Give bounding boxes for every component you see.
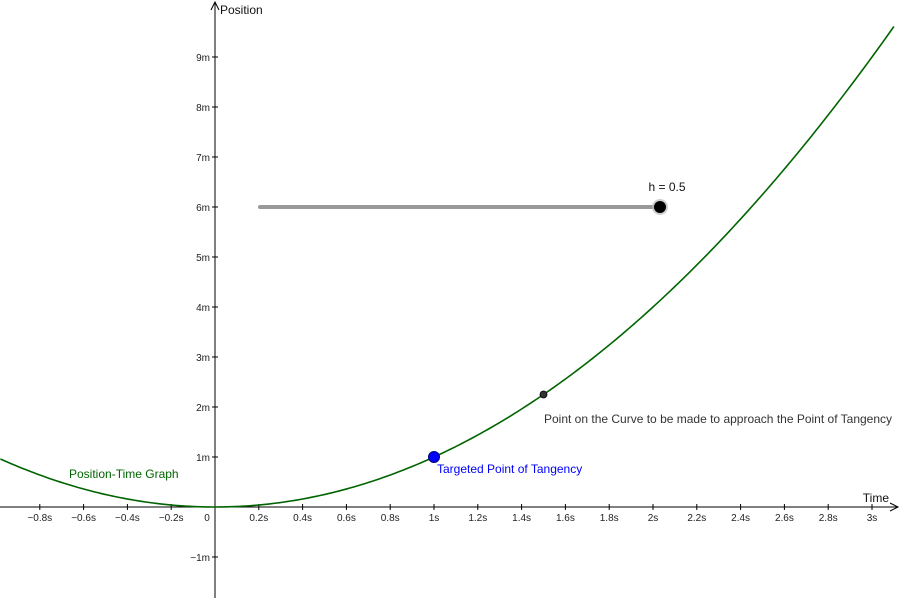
y-tick-label: 1m xyxy=(196,453,210,464)
x-tick-label: −0.8s xyxy=(27,513,52,524)
h-slider-handle[interactable] xyxy=(654,201,666,213)
x-tick-label: 1s xyxy=(429,513,440,524)
x-tick-label: −0.2s xyxy=(159,513,184,524)
y-tick-label: 9m xyxy=(196,53,210,64)
x-tick-label: 1.4s xyxy=(512,513,531,524)
x-tick-label: 0.2s xyxy=(249,513,268,524)
x-axis-title: Time xyxy=(863,491,890,505)
approaching-point[interactable] xyxy=(539,390,548,399)
x-tick-label: 0.6s xyxy=(337,513,356,524)
x-tick-label: −0.6s xyxy=(71,513,96,524)
x-tick-label: 2.4s xyxy=(731,513,750,524)
x-tick-label: 3s xyxy=(867,513,878,524)
x-tick-label: 1.8s xyxy=(600,513,619,524)
y-tick-label: 5m xyxy=(196,253,210,264)
x-tick-label: 2.6s xyxy=(775,513,794,524)
y-tick-label: 2m xyxy=(196,403,210,414)
x-tick-label: −0.4s xyxy=(115,513,140,524)
origin-label: 0 xyxy=(204,513,210,524)
y-tick-label: 8m xyxy=(196,103,210,114)
point-of-tangency[interactable] xyxy=(428,451,440,463)
x-tick-label: 2.8s xyxy=(819,513,838,524)
x-tick-label: 0.4s xyxy=(293,513,312,524)
approaching-point-label: Point on the Curve to be made to approac… xyxy=(544,412,892,426)
point-of-tangency-label: Targeted Point of Tangency xyxy=(437,462,582,476)
y-axis-title: Position xyxy=(220,3,263,17)
y-axis-arrow xyxy=(210,0,220,11)
h-slider-label: h = 0.5 xyxy=(648,180,685,194)
position-time-curve[interactable] xyxy=(0,26,895,508)
x-tick-label: 2s xyxy=(648,513,659,524)
curve-label: Position-Time Graph xyxy=(69,467,179,481)
y-tick-label: 6m xyxy=(196,203,210,214)
y-tick-label: −1m xyxy=(190,553,210,564)
x-tick-label: 1.2s xyxy=(468,513,487,524)
y-tick-label: 3m xyxy=(196,353,210,364)
x-tick-label: 1.6s xyxy=(556,513,575,524)
x-tick-label: 0.8s xyxy=(381,513,400,524)
y-tick-label: 7m xyxy=(196,153,210,164)
x-tick-label: 2.2s xyxy=(687,513,706,524)
x-axis-arrow xyxy=(889,502,900,512)
y-tick-label: 4m xyxy=(196,303,210,314)
